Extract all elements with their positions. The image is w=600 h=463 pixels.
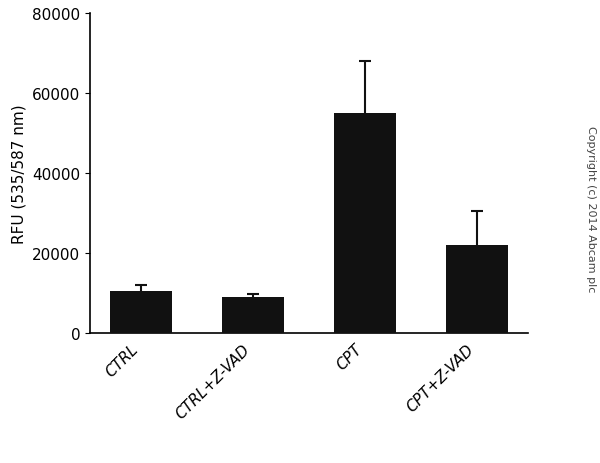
Bar — [446, 245, 508, 333]
Bar — [334, 114, 396, 333]
Text: Copyright (c) 2014 Abcam plc: Copyright (c) 2014 Abcam plc — [586, 125, 596, 291]
Bar — [222, 297, 284, 333]
Bar — [110, 291, 172, 333]
Y-axis label: RFU (535/587 nm): RFU (535/587 nm) — [11, 104, 26, 243]
